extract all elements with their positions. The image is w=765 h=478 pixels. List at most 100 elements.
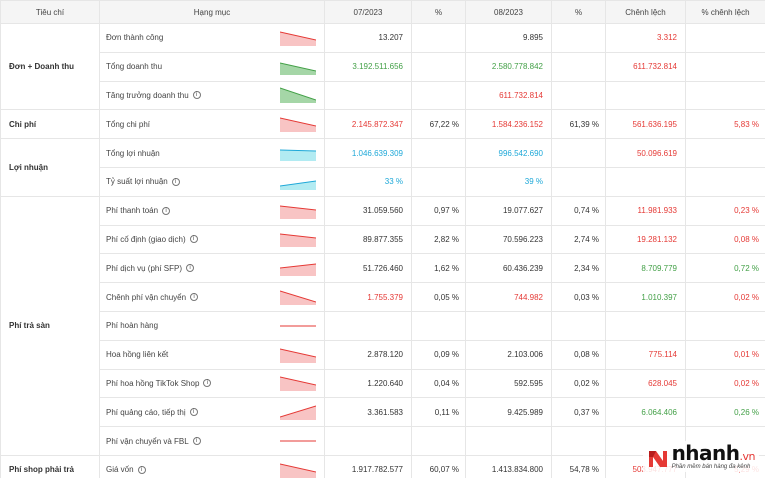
pct-month-1: 1,62 % xyxy=(411,253,466,284)
pct-month-2: 0,37 % xyxy=(551,397,606,428)
logo-tagline: Phần mềm bán hàng đa kênh xyxy=(671,464,751,470)
sparkline-line xyxy=(280,290,316,303)
header-pct-1[interactable]: % xyxy=(411,0,466,24)
row-item-label: Tỷ suất lợi nhuận xyxy=(106,177,168,187)
table-row: Phí dịch vụ (phí SFP) i 51.726.460 1,62 % 60… xyxy=(1,253,765,284)
value-month-2: 744.982 xyxy=(465,282,552,312)
row-item-cell: Hoa hồng liên kết xyxy=(99,339,325,370)
sparkline-line xyxy=(280,88,316,101)
value-month-1 xyxy=(324,80,412,111)
value-diff: 628.045 xyxy=(605,368,686,399)
sparkline-line xyxy=(280,463,316,473)
sparkline-icon xyxy=(280,88,316,104)
info-icon[interactable]: i xyxy=(203,379,212,388)
pct-month-2 xyxy=(551,138,606,168)
info-icon[interactable]: i xyxy=(186,264,195,273)
value-diff-pct xyxy=(685,310,765,341)
header-month-2[interactable]: 08/2023 xyxy=(465,0,552,24)
row-item-label-group: Chênh phí vận chuyển i xyxy=(106,293,199,302)
row-item-cell: Đơn thành công xyxy=(99,23,325,53)
row-item-label: Phí vận chuyển và FBL xyxy=(106,436,189,446)
value-diff: 3.312 xyxy=(605,23,686,53)
sparkline-area xyxy=(280,348,316,363)
header-diff[interactable]: Chênh lệch xyxy=(605,0,686,24)
row-item-label-group: Tổng doanh thu xyxy=(106,62,162,71)
pct-month-2 xyxy=(551,310,606,341)
table-row: Tăng trưởng doanh thu i 611.732.814 xyxy=(1,80,765,111)
row-item-label-group: Tổng lợi nhuận xyxy=(106,149,160,158)
info-icon[interactable]: i xyxy=(192,91,201,100)
value-month-2: 19.077.627 xyxy=(465,195,552,226)
row-item-cell: Phí hoàn hàng xyxy=(99,310,325,341)
pct-month-1: 0,97 % xyxy=(411,195,466,226)
value-diff: 611.732.814 xyxy=(605,51,686,82)
table-row: Tỷ suất lợi nhuận i 33 % 39 % xyxy=(1,166,765,197)
info-icon[interactable]: i xyxy=(190,293,199,302)
pct-month-1 xyxy=(411,23,466,53)
value-month-1: 1.755.379 xyxy=(324,282,412,312)
value-month-2: 2.580.778.842 xyxy=(465,51,552,82)
row-item-label: Phí quảng cáo, tiếp thị xyxy=(106,407,186,417)
pct-month-2: 54,78 % xyxy=(551,454,606,478)
info-icon[interactable]: i xyxy=(189,235,198,244)
pct-month-1: 0,05 % xyxy=(411,282,466,312)
value-diff: 561.636.195 xyxy=(605,109,686,140)
row-item-label: Hoa hồng liên kết xyxy=(106,350,169,360)
row-item-cell: Tăng trưởng doanh thu i xyxy=(99,80,325,111)
header-pct-2[interactable]: % xyxy=(551,0,606,24)
row-group-label: Phí trả sàn xyxy=(0,195,100,456)
value-month-2: 60.436.239 xyxy=(465,253,552,284)
sparkline-area xyxy=(280,88,316,104)
sparkline-line xyxy=(280,31,316,41)
value-diff xyxy=(605,80,686,111)
row-item-cell: Phí thanh toán i xyxy=(99,195,325,226)
pct-month-1: 67,22 % xyxy=(411,109,466,140)
sparkline-area xyxy=(280,118,316,133)
value-month-1: 31.059.560 xyxy=(324,195,412,226)
sparkline-icon xyxy=(280,290,316,306)
info-icon[interactable]: i xyxy=(189,408,198,417)
table-row: Phí hoàn hàng xyxy=(1,310,765,341)
row-group-label: Lợi nhuận xyxy=(0,138,100,197)
pct-month-1 xyxy=(411,138,466,168)
table-row: Chi phí Tổng chi phí 2.145.872.347 67,22 % 1… xyxy=(0,109,765,140)
header-month-1[interactable]: 07/2023 xyxy=(324,0,412,24)
row-item-label-group: Phí dịch vụ (phí SFP) i xyxy=(106,263,195,273)
sparkline-area xyxy=(280,150,316,162)
sparkline-icon xyxy=(280,62,316,75)
sparkline-icon xyxy=(280,405,316,421)
row-item-cell: Giá vốn i xyxy=(99,454,325,478)
info-icon[interactable]: i xyxy=(162,206,171,215)
sparkline-icon xyxy=(280,440,316,442)
row-item-cell: Phí dịch vụ (phí SFP) i xyxy=(99,253,325,284)
brand-logo: nhanh.vn Phần mềm bán hàng đa kênh xyxy=(642,441,759,472)
sparkline-area xyxy=(280,463,316,478)
row-item-label-group: Phí hoàn hàng xyxy=(106,321,158,330)
value-diff-pct: 0,02 % xyxy=(685,282,765,312)
value-diff-pct xyxy=(685,166,765,197)
value-diff: 6.064.406 xyxy=(605,397,686,428)
header-diff-pct[interactable]: % chênh lệch xyxy=(685,0,765,24)
header-criteria[interactable]: Tiêu chí xyxy=(0,0,100,24)
info-icon[interactable]: i xyxy=(192,437,201,446)
sparkline-line xyxy=(280,348,316,358)
table-header-row: Tiêu chí Hạng mục 07/2023 % 08/2023 % Ch… xyxy=(0,0,765,24)
row-item-label: Phí thanh toán xyxy=(106,206,159,216)
logo-mark-icon xyxy=(648,451,667,467)
pct-month-2: 0,03 % xyxy=(551,282,606,312)
sparkline-icon xyxy=(280,348,316,363)
value-month-1: 89.877.355 xyxy=(324,224,412,255)
info-icon[interactable]: i xyxy=(171,177,180,186)
value-month-2: 9.895 xyxy=(465,23,552,53)
row-item-label: Phí dịch vụ (phí SFP) xyxy=(106,263,183,273)
info-icon[interactable]: i xyxy=(137,465,146,474)
pct-month-2 xyxy=(551,80,606,111)
value-diff-pct: 0,23 % xyxy=(685,195,765,226)
pct-month-1: 0,11 % xyxy=(411,397,466,428)
header-item[interactable]: Hạng mục xyxy=(99,0,325,24)
row-group-label: Phí shop phải trả xyxy=(0,454,100,478)
row-item-cell: Phí quảng cáo, tiếp thị i xyxy=(99,397,325,428)
row-item-label: Phí hoa hồng TikTok Shop xyxy=(106,378,200,388)
value-diff-pct: 0,08 % xyxy=(685,224,765,255)
